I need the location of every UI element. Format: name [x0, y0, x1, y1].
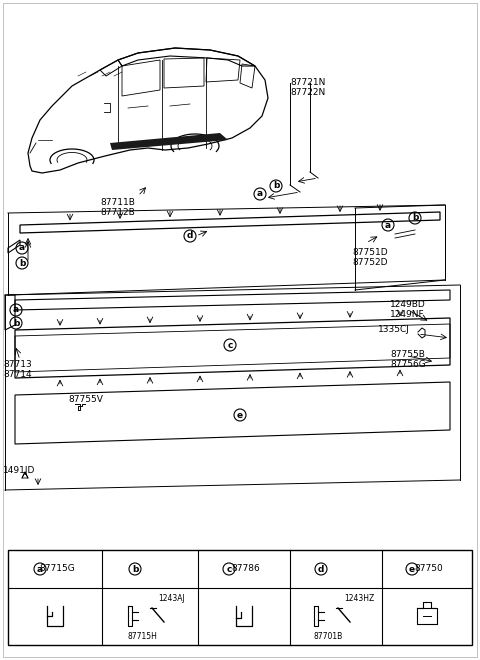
- Text: 1243AJ: 1243AJ: [158, 594, 185, 603]
- Text: b: b: [132, 564, 138, 574]
- Text: e: e: [409, 564, 415, 574]
- Text: a: a: [37, 564, 43, 574]
- Bar: [8, 550, 472, 645]
- Text: 1249BD
1249NF: 1249BD 1249NF: [390, 300, 426, 319]
- Polygon shape: [110, 133, 228, 150]
- Text: 87721N
87722N: 87721N 87722N: [290, 78, 326, 98]
- Text: c: c: [226, 564, 232, 574]
- Text: 1491JD: 1491JD: [3, 466, 36, 475]
- Text: 87715G: 87715G: [39, 564, 75, 573]
- Text: b: b: [412, 213, 418, 222]
- Text: 1243HZ: 1243HZ: [344, 594, 374, 603]
- Text: e: e: [237, 411, 243, 420]
- Text: 87751D
87752D: 87751D 87752D: [352, 248, 388, 267]
- Text: 87713
87714: 87713 87714: [3, 360, 32, 380]
- Text: 87755V: 87755V: [68, 395, 103, 404]
- Text: 87711B
87712B: 87711B 87712B: [101, 198, 135, 217]
- Text: d: d: [187, 232, 193, 240]
- Text: a: a: [19, 244, 25, 253]
- Text: 1335CJ: 1335CJ: [378, 325, 410, 334]
- Text: b: b: [273, 182, 279, 191]
- Text: a: a: [257, 189, 263, 199]
- Text: 87701B: 87701B: [314, 632, 343, 641]
- Text: b: b: [19, 259, 25, 267]
- Text: d: d: [318, 564, 324, 574]
- Text: b: b: [13, 319, 19, 327]
- Text: 87755B
87756G: 87755B 87756G: [390, 350, 426, 370]
- Text: 87715H: 87715H: [128, 632, 158, 641]
- Text: 87786: 87786: [232, 564, 260, 573]
- Text: c: c: [228, 341, 233, 350]
- Text: 87750: 87750: [415, 564, 444, 573]
- Text: a: a: [385, 220, 391, 230]
- Text: a: a: [13, 306, 19, 315]
